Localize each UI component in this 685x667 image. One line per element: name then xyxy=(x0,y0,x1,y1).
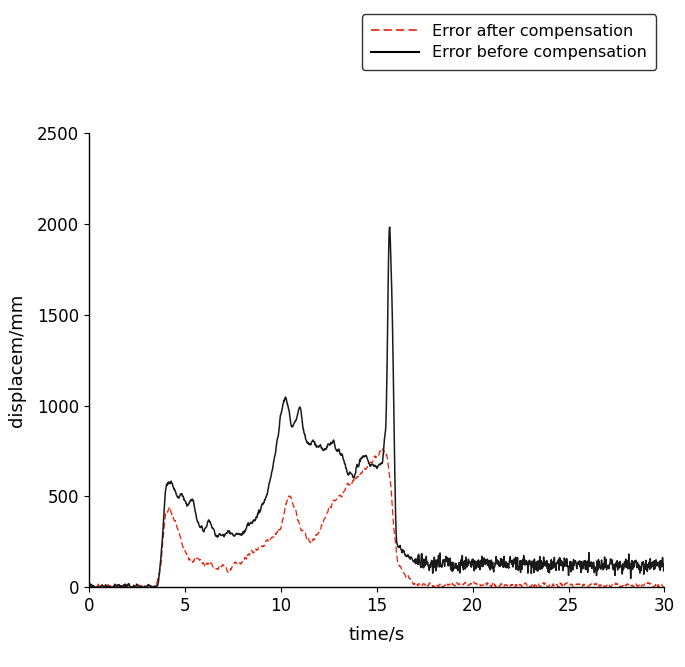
Y-axis label: displacem/mm: displacem/mm xyxy=(8,293,26,427)
Legend: Error after compensation, Error before compensation: Error after compensation, Error before c… xyxy=(362,15,656,70)
X-axis label: time/s: time/s xyxy=(349,626,405,644)
